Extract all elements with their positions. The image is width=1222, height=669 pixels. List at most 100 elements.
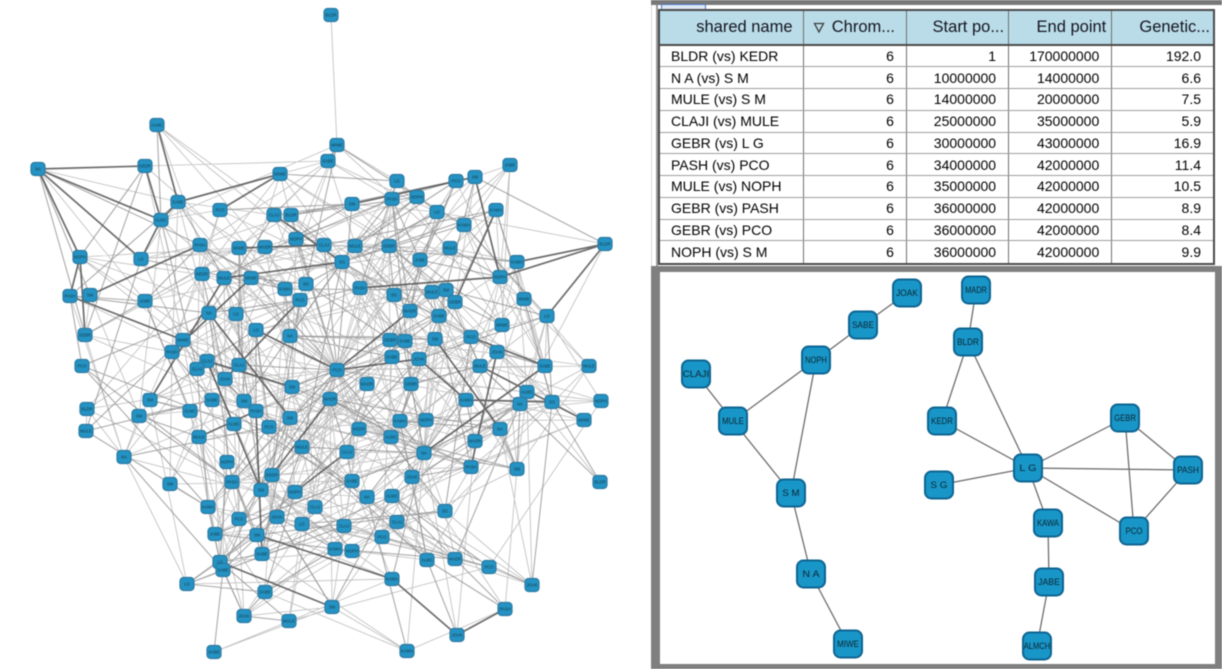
svg-text:SM: SM	[472, 175, 479, 180]
svg-text:GEBR: GEBR	[449, 300, 461, 305]
svg-text:KAWA: KAWA	[458, 223, 470, 228]
svg-text:PCO: PCO	[77, 364, 87, 369]
svg-text:MIWE: MIWE	[518, 297, 530, 302]
svg-text:SABE: SABE	[539, 364, 550, 369]
svg-text:BLDR: BLDR	[81, 407, 92, 412]
svg-text:SM: SM	[167, 482, 174, 487]
svg-text:NA: NA	[35, 167, 41, 172]
svg-text:NA: NA	[497, 427, 503, 432]
svg-text:JOAK: JOAK	[414, 357, 425, 362]
svg-text:ALMC: ALMC	[421, 558, 433, 563]
svg-text:SABE: SABE	[852, 320, 874, 330]
svg-text:PASH: PASH	[250, 409, 261, 414]
svg-text:JOAK: JOAK	[527, 583, 538, 588]
svg-text:MIWE: MIWE	[233, 246, 245, 251]
svg-text:CLAJ: CLAJ	[319, 243, 329, 248]
svg-text:NOPH: NOPH	[494, 275, 506, 280]
svg-text:MADR: MADR	[324, 397, 336, 402]
svg-text:LG: LG	[434, 210, 440, 215]
svg-text:SABE: SABE	[256, 552, 267, 557]
svg-text:ALMC: ALMC	[228, 422, 240, 427]
svg-text:SABE: SABE	[386, 355, 397, 360]
svg-text:LG: LG	[138, 257, 144, 262]
svg-text:PASH: PASH	[226, 480, 237, 485]
svg-text:GEBR: GEBR	[1114, 413, 1136, 423]
svg-text:CLAJ: CLAJ	[310, 505, 320, 510]
svg-text:L G: L G	[1019, 463, 1036, 473]
svg-text:SM: SM	[443, 288, 450, 293]
svg-text:KAWA: KAWA	[279, 287, 291, 292]
svg-text:GEBR: GEBR	[405, 382, 417, 387]
svg-text:NOPH: NOPH	[289, 490, 301, 495]
svg-text:PASH: PASH	[354, 286, 365, 291]
svg-text:PCO: PCO	[466, 335, 476, 340]
svg-text:CLAJ: CLAJ	[392, 520, 402, 525]
svg-text:NOPH: NOPH	[290, 237, 302, 242]
svg-text:GEBR: GEBR	[384, 338, 396, 343]
svg-text:KEDR: KEDR	[266, 473, 278, 478]
svg-text:BLDR: BLDR	[594, 480, 605, 485]
svg-text:MIWE: MIWE	[245, 276, 257, 281]
svg-text:PASH: PASH	[166, 350, 177, 355]
svg-text:NOPH: NOPH	[420, 418, 432, 423]
svg-text:SM: SM	[258, 488, 265, 493]
svg-text:PASH: PASH	[499, 607, 510, 612]
svg-text:BLDR: BLDR	[285, 213, 296, 218]
svg-text:ALMC: ALMC	[521, 390, 533, 395]
svg-text:SG: SG	[549, 400, 555, 405]
svg-text:JOAK: JOAK	[272, 515, 283, 520]
svg-text:PASH: PASH	[386, 197, 397, 202]
svg-text:ALMC: ALMC	[386, 494, 398, 499]
svg-text:KAWA: KAWA	[202, 505, 214, 510]
svg-text:MADR: MADR	[259, 245, 271, 250]
svg-text:KAWA: KAWA	[1037, 518, 1059, 528]
svg-text:SM: SM	[349, 202, 356, 207]
svg-text:MULE: MULE	[583, 364, 595, 369]
svg-text:MADR: MADR	[449, 557, 461, 562]
svg-text:SM: SM	[514, 467, 521, 472]
svg-text:KEDR: KEDR	[931, 416, 953, 426]
svg-text:JOAK: JOAK	[407, 475, 418, 480]
svg-text:S G: S G	[930, 480, 947, 490]
svg-text:MIWE: MIWE	[837, 639, 859, 649]
svg-text:SABE: SABE	[217, 568, 228, 573]
svg-text:NA: NA	[287, 334, 293, 339]
svg-text:SABE: SABE	[433, 314, 444, 319]
svg-text:PASH: PASH	[64, 294, 75, 299]
svg-text:SM: SM	[87, 293, 94, 298]
svg-text:N A: N A	[802, 569, 819, 579]
svg-text:MULE: MULE	[193, 435, 205, 440]
svg-text:NA: NA	[206, 311, 212, 316]
svg-text:JOAK: JOAK	[896, 288, 918, 298]
svg-text:SABE: SABE	[346, 479, 357, 484]
svg-text:KAWA: KAWA	[511, 260, 523, 265]
svg-text:SM: SM	[241, 399, 248, 404]
svg-text:PCO: PCO	[295, 298, 305, 303]
svg-text:NOPH: NOPH	[346, 549, 358, 554]
svg-text:MULE: MULE	[218, 276, 230, 281]
svg-text:MIWE: MIWE	[496, 323, 508, 328]
svg-text:PCO: PCO	[377, 535, 387, 540]
svg-text:JABE: JABE	[505, 163, 516, 168]
svg-text:CLAJ: CLAJ	[202, 359, 212, 364]
svg-text:BLDR: BLDR	[957, 337, 979, 347]
svg-text:SABE: SABE	[399, 339, 410, 344]
svg-text:PASH: PASH	[1177, 465, 1199, 475]
svg-text:SM: SM	[147, 398, 154, 403]
svg-text:ALMC: ALMC	[385, 435, 397, 440]
svg-text:CLAJ: CLAJ	[339, 524, 349, 529]
svg-text:SM: SM	[254, 533, 261, 538]
svg-text:PCO: PCO	[332, 368, 342, 373]
svg-text:PCO: PCO	[451, 179, 461, 184]
svg-text:SABE: SABE	[206, 398, 217, 403]
svg-text:JOAK: JOAK	[220, 377, 231, 382]
svg-text:ALMC: ALMC	[184, 409, 196, 414]
svg-text:SABE: SABE	[208, 650, 219, 655]
svg-text:ALMCH: ALMCH	[1024, 641, 1051, 651]
svg-text:NA: NA	[421, 451, 427, 456]
svg-text:SM: SM	[289, 385, 296, 390]
svg-text:MULE: MULE	[444, 246, 456, 251]
svg-text:MULE: MULE	[296, 445, 308, 450]
svg-text:MIWE: MIWE	[331, 143, 343, 148]
svg-text:LG: LG	[184, 582, 190, 587]
